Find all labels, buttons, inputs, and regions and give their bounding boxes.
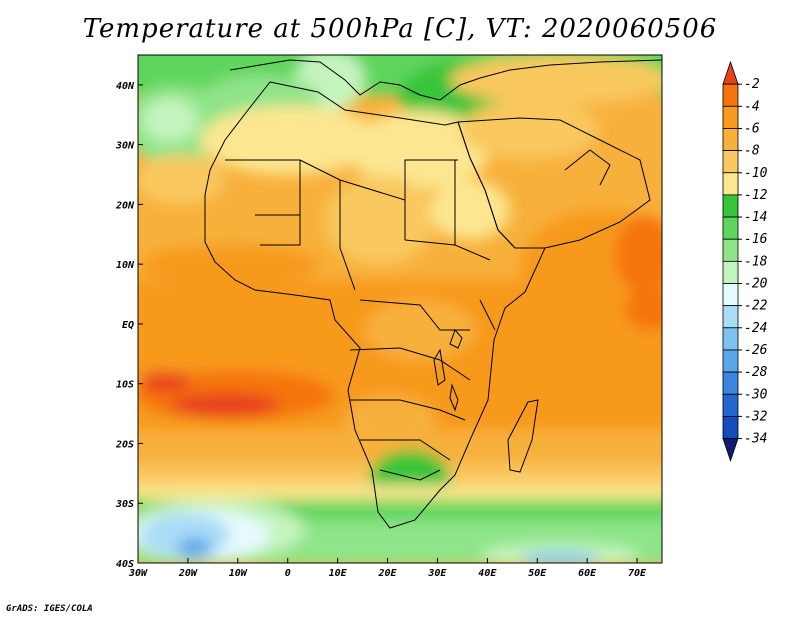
latitude-ticks: 40N 30N 20N 10N EQ 10S 20S 30S 40S <box>115 81 143 570</box>
colorbar-label: -30 <box>744 387 768 402</box>
colorbar-segment <box>722 216 739 240</box>
lon-tick-label: 30W <box>128 568 148 579</box>
colorbar-segment <box>722 150 739 174</box>
lon-tick-label: 10E <box>329 568 348 579</box>
colorbar-label: -18 <box>744 254 768 269</box>
colorbar-segment <box>722 349 739 373</box>
lat-tick-label: 20S <box>115 439 134 450</box>
plot-frame <box>137 54 663 564</box>
colorbar-label: -24 <box>744 321 767 336</box>
colorbar-segment <box>722 415 739 439</box>
colorbar-label: -10 <box>744 166 768 181</box>
lon-tick-label: 10W <box>229 568 248 579</box>
lon-tick-label: 30E <box>427 568 447 579</box>
colorbar-segment <box>722 327 739 351</box>
colorbar-label: -4 <box>744 99 760 114</box>
colorbar-label: -34 <box>744 432 767 447</box>
colorbar-segment <box>722 371 739 395</box>
lon-tick-label: 40E <box>478 568 497 579</box>
colorbar-bottom-arrow <box>722 438 739 462</box>
longitude-ticks: 30W 20W 10W 0 10E 20E 30E 40E 50E 60E 70E <box>128 558 647 579</box>
lat-tick-label: 10S <box>116 380 134 391</box>
colorbar-label: -8 <box>744 144 760 159</box>
colorbar-segment <box>722 83 739 107</box>
colorbar-segment <box>722 194 739 218</box>
colorbar-label: -22 <box>744 299 768 314</box>
colorbar-top-arrow <box>722 60 739 85</box>
grads-credit: GrADS: IGES/COLA <box>6 604 93 614</box>
lon-tick-label: 20E <box>377 568 397 579</box>
colorbar-segment <box>722 238 739 262</box>
temperature-field <box>138 55 662 563</box>
colorbar-segment <box>722 260 739 284</box>
colorbar-label: -20 <box>744 277 768 292</box>
colorbar-segment <box>722 105 739 129</box>
lat-tick-label: 40N <box>116 81 135 92</box>
coastlines-and-borders <box>204 59 662 529</box>
colorbar-label: -14 <box>744 210 767 225</box>
colorbar-label: -12 <box>744 188 768 203</box>
lon-tick-label: 70E <box>628 568 647 579</box>
colorbar-label: -26 <box>744 343 768 358</box>
lon-tick-label: 20W <box>178 568 198 579</box>
lon-tick-label: 0 <box>285 568 291 579</box>
lon-tick-label: 50E <box>528 568 547 579</box>
colorbar-label: -28 <box>744 365 768 380</box>
colorbar-segment <box>722 128 739 151</box>
colorbar-label: -32 <box>744 409 768 424</box>
lon-tick-label: 60E <box>578 568 597 579</box>
colorbar-segment <box>722 283 739 307</box>
colorbar: -2 -4 -6 -8 -10 -12 -14 -16 -18 -20 -22 -24 -26 -28 -3… <box>722 60 768 462</box>
lat-tick-label: 40S <box>116 559 134 570</box>
lat-tick-label: 30S <box>115 499 134 510</box>
chart-title: Temperature at 500hPa [C], VT: 202006050… <box>82 14 718 44</box>
colorbar-segment <box>722 393 739 417</box>
colorbar-segment <box>722 305 739 329</box>
colorbar-segment <box>722 172 739 196</box>
lat-tick-label: 20N <box>115 200 135 211</box>
lat-tick-label: 10N <box>116 260 135 271</box>
lat-tick-label: 30N <box>115 141 135 152</box>
colorbar-label: -2 <box>744 77 760 92</box>
colorbar-label: -16 <box>744 232 768 247</box>
lat-tick-label: EQ <box>122 320 134 331</box>
colorbar-label: -6 <box>744 121 760 136</box>
